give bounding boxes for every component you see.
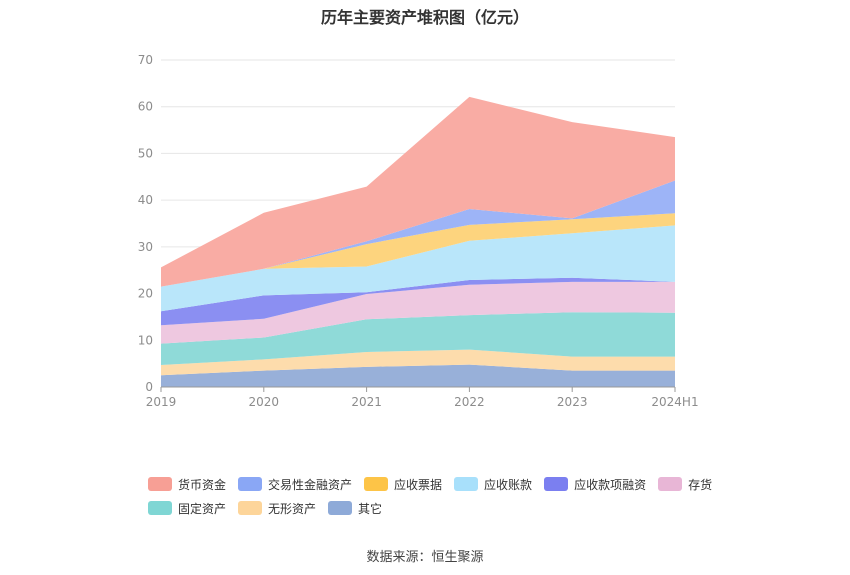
y-tick-label: 50 <box>138 146 153 160</box>
legend-label: 存货 <box>688 477 713 492</box>
legend-swatch <box>544 477 569 491</box>
area-series <box>161 96 675 387</box>
legend-label: 货币资金 <box>178 477 227 492</box>
y-tick-label: 0 <box>145 380 153 394</box>
legend-label: 应收票据 <box>394 477 443 492</box>
legend-swatch <box>328 501 353 515</box>
x-tick-label: 2022 <box>454 395 485 409</box>
area-series-8[interactable] <box>161 180 675 287</box>
legend-swatch <box>454 477 479 491</box>
legend-swatch <box>148 477 172 491</box>
area-series-3[interactable] <box>161 312 675 365</box>
data-source-note: 数据来源：恒生聚源 <box>366 550 484 565</box>
legend-row: 货币资金 交易性金融资产 应收票据 应收账款 应收款项融资 存货 <box>148 472 748 496</box>
legend-swatch <box>238 501 263 515</box>
legend-row: 固定资产 无形资产 其它 <box>148 496 748 520</box>
y-tick-label: 60 <box>138 100 153 114</box>
area-series-4[interactable] <box>161 281 675 344</box>
stacked-area-chart: 0 10 20 30 40 50 60 70 2019 2020 2021 2022 2023 2024H… <box>138 53 699 409</box>
legend-item[interactable]: 无形资产 <box>238 500 316 517</box>
legend-label: 应收账款 <box>484 477 533 492</box>
area-series-2[interactable] <box>161 349 675 376</box>
legend-label: 无形资产 <box>268 501 317 516</box>
legend-item[interactable]: 固定资产 <box>148 500 226 517</box>
legend-swatch <box>658 477 683 491</box>
y-tick-label: 20 <box>138 287 153 301</box>
legend-item[interactable]: 应收账款 <box>454 476 532 493</box>
x-tick-label: 2020 <box>249 395 280 409</box>
legend-label: 交易性金融资产 <box>268 477 353 492</box>
legend-swatch <box>148 501 172 515</box>
area-series-6[interactable] <box>161 225 675 312</box>
chart-title: 历年主要资产堆积图（亿元） <box>320 8 529 27</box>
legend-item[interactable]: 存货 <box>658 476 712 493</box>
legend-swatch <box>364 477 389 491</box>
x-tick-label: 2021 <box>351 395 382 409</box>
legend-label: 其它 <box>358 501 383 516</box>
legend-item[interactable]: 应收票据 <box>364 476 442 493</box>
legend-item[interactable]: 其它 <box>328 500 382 517</box>
legend-label: 应收款项融资 <box>574 477 647 492</box>
y-tick-label: 70 <box>138 53 153 67</box>
x-tick-label: 2023 <box>557 395 588 409</box>
area-series-1[interactable] <box>161 364 675 387</box>
y-tick-label: 40 <box>138 193 153 207</box>
legend-label: 固定资产 <box>178 501 227 516</box>
legend-swatch <box>238 477 263 491</box>
x-tick-label: 2019 <box>146 395 177 409</box>
legend-item[interactable]: 交易性金融资产 <box>238 476 352 493</box>
chart-legend: 货币资金 交易性金融资产 应收票据 应收账款 应收款项融资 存货固定资产 无形资产 其它 <box>148 472 748 520</box>
axes: 0 10 20 30 40 50 60 70 2019 2020 2021 2022 2023 2024H… <box>138 53 699 409</box>
legend-item[interactable]: 应收款项融资 <box>544 476 646 493</box>
legend-item[interactable]: 货币资金 <box>148 476 226 493</box>
area-series-9[interactable] <box>161 96 675 287</box>
area-series-5[interactable] <box>161 277 675 326</box>
y-tick-label: 30 <box>138 240 153 254</box>
area-series-7[interactable] <box>161 213 675 287</box>
x-tick-label: 2024H1 <box>651 395 698 409</box>
y-tick-label: 10 <box>138 333 153 347</box>
